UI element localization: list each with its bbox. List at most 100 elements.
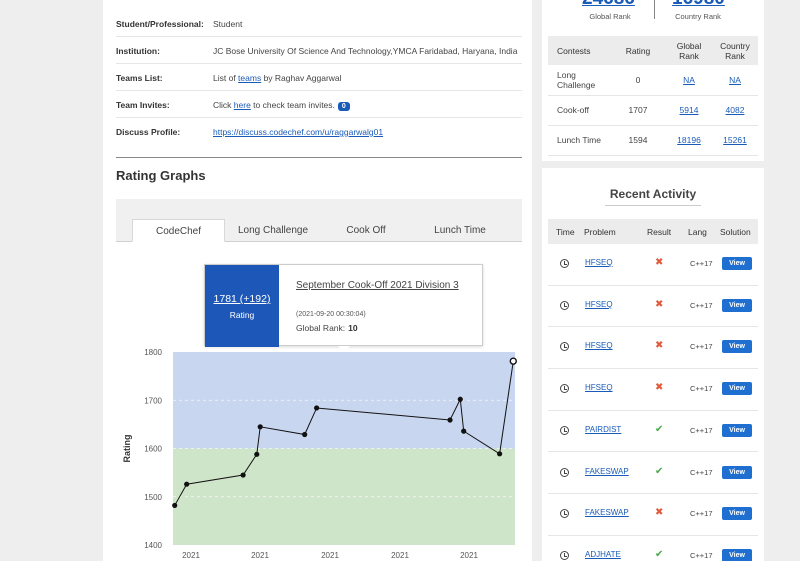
country-rank-link[interactable]: NA [729, 74, 741, 85]
x-tick-label: 2021 [251, 551, 269, 560]
cell: NA [712, 65, 758, 96]
problem-link[interactable]: FAKESWAP [585, 508, 629, 518]
text: Click [213, 100, 234, 110]
clock-icon [560, 384, 569, 394]
cross-icon: ✖ [655, 340, 664, 352]
problem-link[interactable]: HFSEQ [585, 341, 613, 351]
contest-name: Cook-off [548, 95, 610, 126]
cell: 18196 [666, 125, 712, 156]
clock-icon [560, 550, 569, 560]
col-time: Time [556, 227, 575, 237]
problem-link[interactable]: HFSEQ [585, 383, 613, 393]
cell: NA [666, 65, 712, 96]
problem-link[interactable]: HFSEQ [585, 258, 613, 267]
activity-header: Time Problem Result Lang Solution [548, 219, 758, 244]
y-tick-label: 1600 [144, 445, 162, 454]
activity-row: PAIRDIST ✔ C++17 View [548, 411, 758, 453]
tooltip-rating[interactable]: 1781 (+192) [213, 293, 271, 305]
teams-link[interactable]: teams [238, 73, 262, 83]
country-rank-link[interactable]: 4082 [725, 105, 745, 115]
rating-point [447, 417, 453, 423]
activity-row: HFSEQ ✖ C++17 View [548, 244, 758, 286]
language: C++17 [690, 550, 713, 560]
problem-link[interactable]: HFSEQ [585, 299, 613, 309]
x-tick-label: 2021 [391, 551, 409, 560]
rating-tabs: CodeChef Long Challenge Cook Off Lunch T… [116, 199, 522, 242]
rating-point [172, 502, 178, 509]
table-row: Cook-off 1707 5914 4082 [548, 95, 758, 126]
x-tick-label: 2021 [460, 551, 478, 560]
cross-icon: ✖ [655, 298, 664, 310]
info-label: Institution: [116, 46, 160, 56]
info-row-student: Student/Professional: Student [116, 10, 522, 37]
view-solution-button[interactable]: View [722, 548, 752, 561]
activity-row: FAKESWAP ✖ C++17 View [548, 494, 758, 536]
global-rank-label: Global Rank [589, 12, 631, 21]
view-solution-button[interactable]: View [722, 298, 752, 312]
info-value: Student [213, 19, 243, 29]
x-tick-label: 2021 [182, 551, 200, 560]
cross-icon: ✖ [655, 257, 664, 268]
tab-long-challenge[interactable]: Long Challenge [237, 225, 309, 236]
clock-icon [560, 342, 569, 352]
language: C++17 [690, 259, 713, 268]
col-lang: Lang [688, 227, 707, 237]
col-result: Result [647, 227, 672, 237]
cell: 4082 [712, 95, 758, 126]
tooltip-contest-link[interactable]: September Cook-Off 2021 Division 3 [296, 280, 459, 291]
contest-rating: 0 [610, 65, 666, 96]
check-icon: ✔ [655, 465, 664, 477]
y-tick-label: 1400 [144, 541, 162, 550]
activity-row: FAKESWAP ✔ C++17 View [548, 453, 758, 495]
view-solution-button[interactable]: View [722, 340, 752, 354]
language: C++17 [690, 384, 713, 394]
tab-codechef[interactable]: CodeChef [132, 219, 225, 242]
view-solution-button[interactable]: View [722, 507, 752, 521]
rating-line [174, 361, 514, 506]
global-rank-link[interactable]: 18196 [677, 135, 701, 145]
global-rank-link[interactable]: 5914 [679, 105, 699, 115]
problem-link[interactable]: PAIRDIST [585, 424, 622, 434]
cell: 5914 [666, 95, 712, 126]
rating-point [302, 431, 308, 438]
tab-lunch-time[interactable]: Lunch Time [434, 225, 486, 236]
col-rating: Rating [610, 36, 666, 65]
info-value: JC Bose University Of Science And Techno… [213, 46, 518, 56]
contest-name: Lunch Time [548, 125, 610, 156]
y-axis-label: Rating [122, 435, 132, 463]
view-solution-button[interactable]: View [722, 382, 752, 396]
rating-point [457, 396, 463, 402]
profile-card: Student/Professional: Student Institutio… [103, 0, 532, 561]
tab-cook-off[interactable]: Cook Off [346, 225, 386, 236]
text: List of [213, 73, 239, 83]
discuss-profile-link[interactable]: https://discuss.codechef.com/u/raggarwal… [213, 127, 384, 137]
table-row: Lunch Time 1594 18196 15261 [548, 125, 758, 156]
rank-summary: 24686 Global Rank 16980 Country Rank [542, 0, 764, 36]
view-solution-button[interactable]: View [722, 257, 752, 270]
check-icon: ✔ [655, 423, 664, 435]
view-solution-button[interactable]: View [722, 465, 752, 479]
info-label: Team Invites: [116, 100, 170, 110]
col-problem: Problem [584, 227, 616, 237]
title-underline [605, 205, 701, 206]
problem-link[interactable]: ADJHATE [585, 549, 621, 559]
info-value: https://discuss.codechef.com/u/raggarwal… [213, 127, 383, 137]
rating-point [184, 481, 190, 487]
info-row-institution: Institution: JC Bose University Of Scien… [116, 37, 522, 64]
invites-link[interactable]: here [233, 100, 251, 110]
contest-ratings-table: Contests Rating Global Rank Country Rank… [548, 36, 758, 156]
cross-icon: ✖ [655, 507, 664, 519]
info-label: Student/Professional: [116, 19, 204, 29]
language: C++17 [690, 509, 713, 519]
clock-icon [560, 509, 569, 519]
rating-chart-svg: 1400 1500 1600 1700 1800 Rating 2021 2021 2021 20… [122, 348, 517, 560]
activity-row: HFSEQ ✖ C++17 View [548, 327, 758, 370]
view-solution-button[interactable]: View [722, 423, 752, 437]
section-divider [116, 157, 522, 158]
problem-link[interactable]: FAKESWAP [585, 466, 629, 476]
global-rank-value[interactable]: 24686 [582, 0, 635, 10]
global-rank-link[interactable]: NA [683, 74, 695, 85]
country-rank-value[interactable]: 16980 [672, 0, 725, 10]
activity-row: HFSEQ ✖ C++17 View [548, 286, 758, 328]
country-rank-link[interactable]: 15261 [723, 135, 747, 145]
